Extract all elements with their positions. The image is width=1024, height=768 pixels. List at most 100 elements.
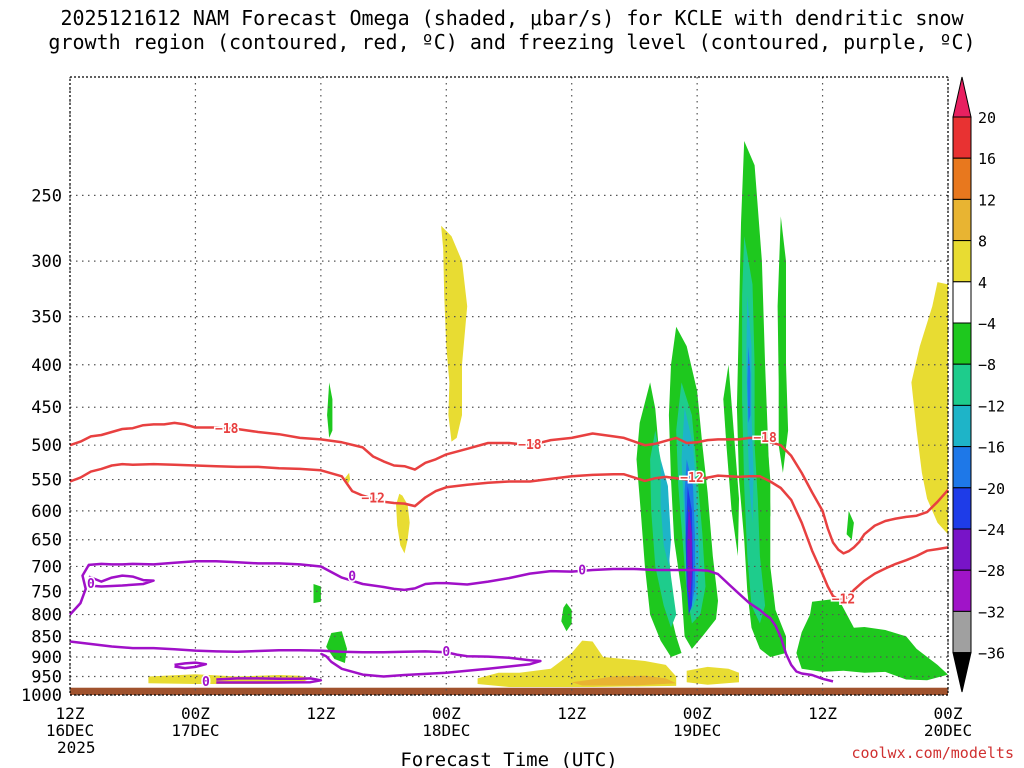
contour-label: −12 [361,492,384,507]
colorbar-swatch [952,322,972,365]
y-tick-label: 600 [31,502,62,522]
colorbar-swatch [952,281,972,324]
y-tick-label: 350 [31,308,62,328]
y-tick-label: 850 [31,627,62,647]
colorbar-label: −28 [978,562,1005,580]
omega-region [796,598,948,681]
contour-label: −12 [680,471,703,486]
colorbar-swatch [952,404,972,448]
surface-layer [70,687,948,695]
contour-layer [69,421,949,684]
contour-label: −12 [832,592,855,607]
y-tick-label: 950 [31,668,62,688]
colorbar-label: −24 [978,521,1005,539]
contour-line [69,462,949,601]
colorbar-swatch [952,157,972,200]
x-tick-label: 00Z [934,704,963,723]
omega-region [660,459,671,567]
x-tick-label: 2025 [57,738,96,757]
x-tick-label: 12Z [557,704,586,723]
omega-region [765,452,771,517]
contour-line [174,661,208,670]
omega-shading-layer [148,141,948,687]
y-tick-label: 400 [31,356,62,376]
colorbar-swatch [952,240,972,283]
x-tick-label: 00Z [181,704,210,723]
colorbar-label: −4 [978,315,996,333]
colorbar-label: −8 [978,356,996,374]
x-tick-label: 20DEC [924,721,972,740]
y-tick-label: 650 [31,531,62,551]
omega-region [723,364,739,556]
omega-region [327,382,333,438]
colorbar-swatch [952,116,972,159]
contour-line [216,677,323,684]
y-tick-label: 800 [31,606,62,626]
omega-region [396,493,410,554]
contour-line [88,574,155,588]
omega-region [313,584,321,604]
colorbar-label: −36 [978,645,1005,663]
contour-label: 0 [202,675,210,690]
y-tick-label: 900 [31,648,62,668]
contour-line [69,640,542,678]
x-tick-label: 12Z [306,704,335,723]
colorbar-swatch [952,487,972,530]
x-tick-label: 00Z [432,704,461,723]
contour-label: 0 [87,577,95,592]
y-tick-label: 300 [31,252,62,272]
colorbar-label: −32 [978,603,1005,621]
contour-label: −18 [215,422,239,437]
colorbar-swatch [952,363,972,406]
colorbar-label: −12 [978,397,1005,415]
colorbar: 20 16 12 8 4 −4 −8 −12 −16 −20 −24 −28 −32 −36 [952,76,1005,693]
omega-region [477,640,677,687]
contour-label: 0 [442,645,450,660]
colorbar-swatch [952,610,972,654]
contour-label: −18 [753,431,777,446]
omega-region [441,225,468,442]
omega-region [686,666,739,685]
title-line-2: growth region (contoured, red, ºC) and f… [48,30,976,54]
y-tick-label: 1000 [21,686,62,706]
chart-title: 2025121612 NAM Forecast Omega (shaded, μ… [0,6,1024,54]
colorbar-label: 12 [978,191,996,209]
colorbar-label: 4 [978,274,987,292]
colorbar-swatch [952,198,972,242]
colorbar-label: 16 [978,150,996,168]
colorbar-swatch [952,569,972,612]
x-tick-label: 16DEC [46,721,94,740]
x-tick-label: 19DEC [673,721,721,740]
x-tick-label: 00Z [683,704,712,723]
surface-band [70,687,948,695]
colorbar-label: −16 [978,439,1005,457]
credit-text: coolwx.com/modelts [851,744,1014,762]
omega-region [747,346,751,423]
omega-region [571,675,677,686]
x-tick-label: 12Z [808,704,837,723]
omega-region [911,282,948,535]
axes-layer: 2503003504004505005506006507007508008509… [21,76,972,757]
y-tick-label: 550 [31,471,62,491]
omega-region [326,631,347,663]
x-tick-label: 17DEC [171,721,219,740]
omega-region [777,216,789,473]
contour-label: −18 [518,438,542,453]
contour-label: 0 [578,564,586,579]
title-line-1: 2025121612 NAM Forecast Omega (shaded, μ… [60,6,964,30]
contour-line [69,421,949,555]
x-tick-label: 12Z [56,704,85,723]
omega-region [687,504,692,601]
y-tick-label: 700 [31,557,62,577]
colorbar-label: 8 [978,233,987,251]
x-tick-label: 18DEC [422,721,470,740]
y-tick-label: 500 [31,436,62,456]
y-tick-label: 250 [31,186,62,206]
y-tick-label: 450 [31,398,62,418]
colorbar-arrow-top [952,76,972,118]
contour-label: 0 [348,570,356,585]
colorbar-swatch [952,446,972,489]
y-tick-label: 750 [31,582,62,602]
colorbar-label: 20 [978,109,996,127]
